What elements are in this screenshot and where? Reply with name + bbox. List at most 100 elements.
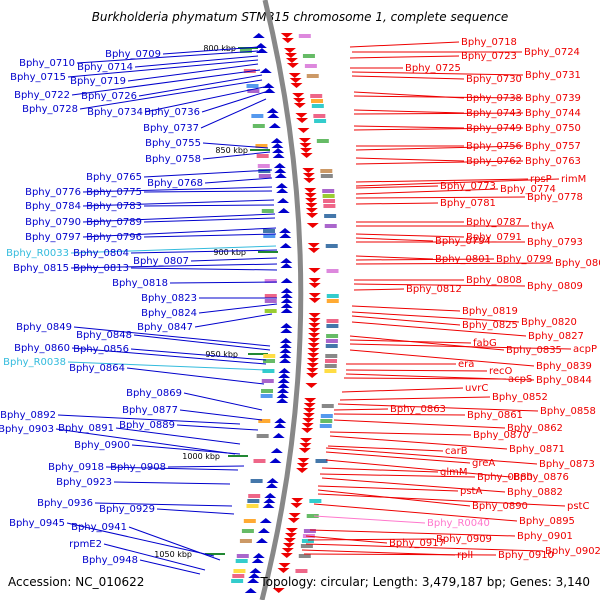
cog-block bbox=[322, 194, 335, 198]
gene-arrow-plus bbox=[306, 213, 319, 218]
cog-block bbox=[246, 504, 259, 508]
gene-label-left: Bphy_0889 bbox=[119, 420, 175, 431]
leader-line bbox=[79, 79, 263, 110]
gene-arrow-minus bbox=[279, 348, 292, 353]
gene-label-right: Bphy_0902 bbox=[545, 546, 600, 557]
cog-block bbox=[324, 224, 337, 228]
gene-arrow-plus bbox=[305, 203, 318, 208]
gene-arrow-minus bbox=[280, 288, 293, 293]
leader-line bbox=[201, 91, 266, 113]
gene-label-right: acpP bbox=[573, 344, 597, 355]
gene-arrow-plus bbox=[308, 283, 321, 288]
leader-line bbox=[143, 190, 273, 193]
gene-arrow-plus bbox=[290, 503, 303, 508]
gene-arrow-plus bbox=[278, 563, 291, 568]
cog-block bbox=[315, 459, 328, 463]
cog-block bbox=[261, 379, 274, 383]
gene-label-left: Bphy_R0033 bbox=[6, 248, 69, 259]
gene-label-left: Bphy_0948 bbox=[82, 555, 138, 566]
gene-arrow-minus bbox=[270, 138, 283, 143]
gene-label-right: Bphy_0844 bbox=[536, 375, 592, 386]
gene-arrow-minus bbox=[268, 123, 281, 128]
leader-line bbox=[202, 142, 269, 149]
leader-line bbox=[115, 427, 241, 445]
gene-label-right: Bphy_0880 bbox=[477, 472, 533, 483]
gene-label-left: Bphy_0824 bbox=[141, 308, 197, 319]
gene-arrow-minus bbox=[278, 368, 291, 373]
gene-arrow-minus bbox=[280, 328, 293, 333]
gene-label-right: Bphy_0863 bbox=[390, 404, 446, 415]
leader-line bbox=[134, 55, 259, 68]
gene-label-left: Bphy_0877 bbox=[122, 405, 178, 416]
leader-line bbox=[105, 466, 239, 471]
gene-arrow-plus bbox=[302, 168, 315, 173]
gene-label-left: Bphy_0847 bbox=[137, 322, 193, 333]
gene-label-left: Bphy_0710 bbox=[19, 58, 75, 69]
gene-label-right: Bphy_0731 bbox=[525, 70, 581, 81]
gene-arrow-minus bbox=[269, 458, 282, 463]
gene-label-left: Bphy_0709 bbox=[105, 49, 161, 60]
cog-block bbox=[261, 209, 274, 213]
gene-arrow-minus bbox=[280, 298, 293, 303]
gene-label-right: Bphy_0725 bbox=[405, 63, 461, 74]
gene-arrow-plus bbox=[288, 513, 301, 518]
gene-arrow-plus bbox=[291, 498, 304, 503]
gene-label-left: Bphy_0804 bbox=[73, 248, 129, 259]
gene-arrow-plus bbox=[297, 458, 310, 463]
cog-block bbox=[258, 174, 271, 178]
gene-label-right: fabG bbox=[473, 338, 497, 349]
gene-label-right: Bphy_0763 bbox=[525, 156, 581, 167]
tick-label-1050: 1050 kbp bbox=[154, 550, 192, 559]
cog-block bbox=[326, 334, 339, 338]
leader-line bbox=[82, 199, 275, 207]
gene-label-right: Bphy_0757 bbox=[525, 141, 581, 152]
leader-line bbox=[313, 503, 518, 522]
gene-arrow-plus bbox=[307, 348, 320, 353]
gene-arrow-minus bbox=[277, 383, 290, 388]
leader-line bbox=[333, 419, 506, 429]
gene-label-right: Bphy_0730 bbox=[466, 74, 522, 85]
leader-line bbox=[325, 459, 512, 478]
leader-line bbox=[355, 145, 524, 151]
gene-arrow-plus bbox=[303, 403, 316, 408]
gene-arrow-minus bbox=[247, 578, 260, 583]
gene-label-right: Bphy_0858 bbox=[540, 406, 596, 417]
gene-label-left: Bphy_0776 bbox=[25, 187, 81, 198]
gene-label-right: Bphy_0882 bbox=[507, 487, 563, 498]
leader-line bbox=[143, 217, 276, 223]
gene-arrow-plus bbox=[289, 78, 302, 83]
leader-line bbox=[329, 435, 508, 450]
gene-arrow-plus bbox=[302, 418, 315, 423]
gene-label-right: rpsP bbox=[530, 174, 552, 185]
leader-line bbox=[198, 303, 278, 314]
gene-arrow-plus bbox=[307, 248, 320, 253]
gene-label-right: uvrC bbox=[465, 383, 488, 394]
gene-arrow-plus bbox=[284, 53, 297, 58]
gene-arrow-minus bbox=[259, 518, 272, 523]
gene-label-left: Bphy_0945 bbox=[9, 518, 65, 529]
gene-arrow-plus bbox=[295, 113, 308, 118]
gene-label-right: Bphy_0819 bbox=[462, 306, 518, 317]
leader-line bbox=[169, 281, 278, 284]
leader-line bbox=[183, 392, 263, 411]
gene-arrow-plus bbox=[286, 63, 299, 68]
leader-line bbox=[351, 311, 520, 323]
gene-arrow-plus bbox=[308, 333, 321, 338]
gene-arrow-minus bbox=[255, 48, 268, 53]
leader-line bbox=[355, 160, 524, 165]
gene-arrow-minus bbox=[248, 573, 261, 578]
leader-line bbox=[130, 249, 278, 254]
leader-line bbox=[351, 321, 527, 337]
leader-line bbox=[179, 409, 263, 421]
leader-line bbox=[355, 188, 499, 195]
leader-line bbox=[67, 361, 267, 371]
leader-line bbox=[339, 396, 491, 401]
cog-block bbox=[325, 359, 338, 363]
cog-block bbox=[263, 354, 276, 358]
leader-line bbox=[355, 157, 465, 162]
gene-arrow-minus bbox=[277, 208, 290, 213]
gene-arrow-plus bbox=[305, 198, 318, 203]
cog-block bbox=[324, 214, 337, 218]
cog-block bbox=[302, 54, 315, 58]
